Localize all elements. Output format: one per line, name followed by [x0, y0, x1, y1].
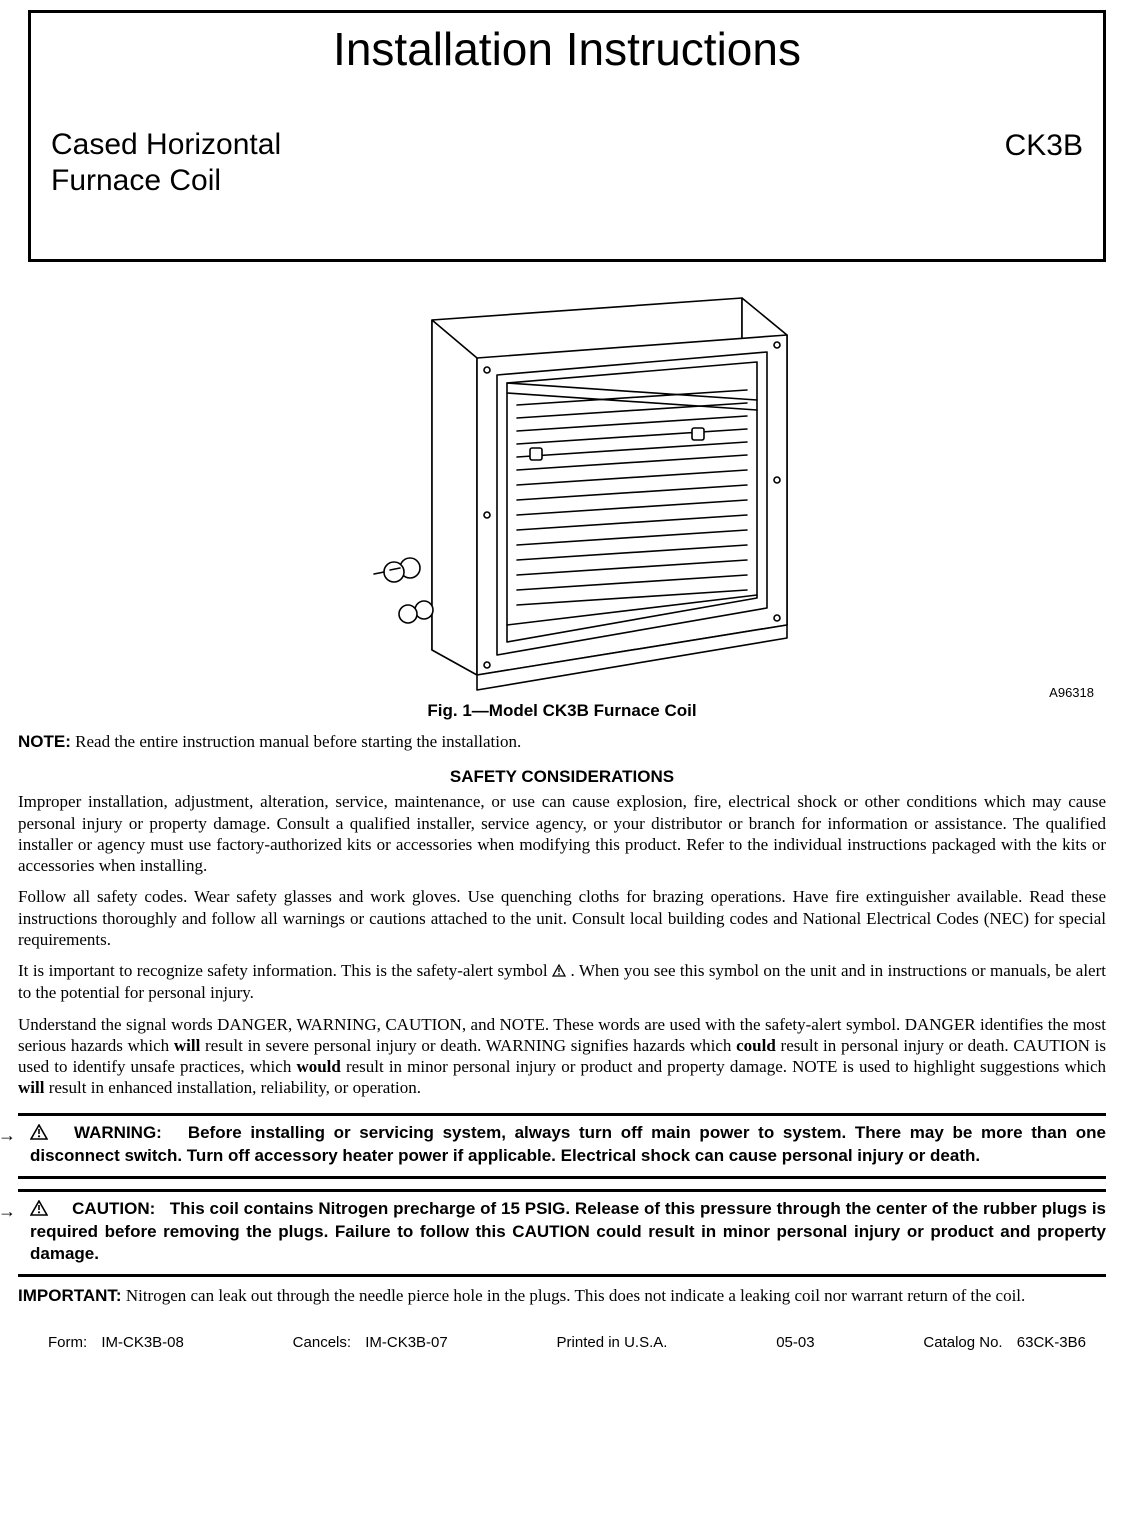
margin-arrow-icon: →: [0, 1200, 16, 1223]
cancels-label: Cancels:: [293, 1334, 351, 1351]
title-box: Installation Instructions Cased Horizont…: [28, 10, 1106, 262]
rule-top-warning: [18, 1113, 1106, 1116]
footer-catalog: Catalog No. 63CK-3B6: [923, 1334, 1086, 1353]
model-code: CK3B: [1005, 127, 1083, 165]
form-value: IM-CK3B-08: [101, 1334, 184, 1351]
important-text: Nitrogen can leak out through the needle…: [126, 1286, 1025, 1305]
coil-illustration: [302, 280, 822, 700]
margin-arrow-icon: →: [0, 1124, 16, 1147]
note-text: Read the entire instruction manual befor…: [75, 732, 521, 751]
warning-block: → WARNING: Before installing or servicin…: [30, 1122, 1106, 1167]
figure-caption: Fig. 1—Model CK3B Furnace Coil: [18, 700, 1106, 721]
footer-cancels: Cancels: IM-CK3B-07: [293, 1334, 448, 1353]
catalog-value: 63CK-3B6: [1017, 1334, 1086, 1351]
footer-form: Form: IM-CK3B-08: [48, 1334, 184, 1353]
note-label: NOTE:: [18, 732, 71, 751]
safety-p4e: result in enhanced installation, reliabi…: [44, 1078, 421, 1097]
safety-p3a: It is important to recognize safety info…: [18, 961, 552, 980]
p4-will1: will: [174, 1036, 200, 1055]
footer-row: Form: IM-CK3B-08 Cancels: IM-CK3B-07 Pri…: [18, 1334, 1106, 1353]
rule-bottom-warning: [18, 1176, 1106, 1179]
header-row: Cased Horizontal Furnace Coil CK3B: [51, 127, 1083, 199]
safety-p1: Improper installation, adjustment, alter…: [18, 791, 1106, 876]
footer-date: 05-03: [776, 1334, 814, 1353]
catalog-label: Catalog No.: [923, 1334, 1002, 1351]
safety-p4: Understand the signal words DANGER, WARN…: [18, 1014, 1106, 1099]
p4-would: would: [296, 1057, 340, 1076]
caution-label: CAUTION:: [72, 1199, 155, 1218]
safety-p4b: result in severe personal injury or deat…: [200, 1036, 736, 1055]
caution-text: This coil contains Nitrogen precharge of…: [30, 1199, 1106, 1263]
p4-will2: will: [18, 1078, 44, 1097]
form-label: Form:: [48, 1334, 87, 1351]
product-line1: Cased Horizontal: [51, 128, 281, 161]
product-line2: Furnace Coil: [51, 164, 221, 197]
caution-block: → CAUTION: This coil contains Nitrogen p…: [30, 1198, 1106, 1264]
p4-could: could: [736, 1036, 776, 1055]
safety-heading: SAFETY CONSIDERATIONS: [18, 766, 1106, 787]
safety-alert-icon: [552, 961, 566, 982]
rule-top-caution: [18, 1189, 1106, 1192]
main-title: Installation Instructions: [51, 21, 1083, 79]
safety-p3: It is important to recognize safety info…: [18, 960, 1106, 1004]
warning-text: Before installing or servicing system, a…: [30, 1123, 1106, 1165]
important-label: IMPORTANT:: [18, 1286, 122, 1305]
caution-icon: [30, 1200, 48, 1221]
figure-id: A96318: [1049, 685, 1094, 701]
product-name: Cased Horizontal Furnace Coil: [51, 127, 281, 199]
rule-bottom-caution: [18, 1274, 1106, 1277]
figure-1: A96318 Fig. 1—Model CK3B Furnace Coil: [18, 280, 1106, 721]
safety-p4d: result in minor personal injury or produ…: [341, 1057, 1106, 1076]
important-paragraph: IMPORTANT: Nitrogen can leak out through…: [18, 1285, 1106, 1306]
footer-printed: Printed in U.S.A.: [557, 1334, 668, 1353]
warning-label: WARNING:: [74, 1123, 162, 1142]
cancels-value: IM-CK3B-07: [365, 1334, 448, 1351]
warning-icon: [30, 1124, 48, 1145]
note-paragraph: NOTE: Read the entire instruction manual…: [18, 731, 1106, 752]
safety-p2: Follow all safety codes. Wear safety gla…: [18, 886, 1106, 950]
